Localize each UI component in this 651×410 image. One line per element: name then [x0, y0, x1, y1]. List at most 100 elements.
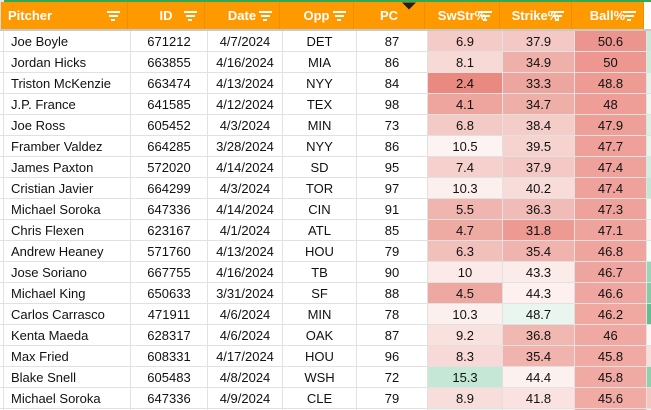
cell-swstr[interactable]: 15.3	[428, 367, 503, 388]
cell-ball[interactable]: 47.1	[575, 220, 647, 241]
cell-swstr[interactable]: 8.1	[428, 52, 503, 73]
cell-id[interactable]: 605483	[131, 367, 208, 388]
cell-pc[interactable]: 90	[357, 262, 428, 283]
filter-lines-icon[interactable]	[332, 10, 346, 21]
cell-pitcher[interactable]: Michael Soroka	[4, 199, 131, 220]
cell-pitcher[interactable]: J.P. France	[4, 94, 131, 115]
cell-id[interactable]: 647336	[131, 388, 208, 409]
cell-opp[interactable]: SD	[283, 157, 357, 178]
cell-swstr[interactable]: 8.9	[428, 388, 503, 409]
cell-opp[interactable]: MIA	[283, 52, 357, 73]
cell-id[interactable]: 605452	[131, 115, 208, 136]
cell-pitcher[interactable]: Carlos Carrasco	[4, 304, 131, 325]
cell-date[interactable]: 4/12/2024	[208, 94, 283, 115]
cell-pc[interactable]: 98	[357, 94, 428, 115]
cell-opp[interactable]: CIN	[283, 199, 357, 220]
cell-strike[interactable]: 34.9	[503, 52, 575, 73]
cell-swstr[interactable]: 6.8	[428, 115, 503, 136]
cell-swstr[interactable]: 5.5	[428, 199, 503, 220]
cell-pc[interactable]: 85	[357, 220, 428, 241]
cell-strike[interactable]: 34.7	[503, 94, 575, 115]
cell-ball[interactable]: 47.4	[575, 157, 647, 178]
cell-swstr[interactable]: 8.3	[428, 346, 503, 367]
cell-id[interactable]: 628317	[131, 325, 208, 346]
cell-pitcher[interactable]: Jose Soriano	[4, 262, 131, 283]
cell-ball[interactable]: 47.9	[575, 115, 647, 136]
cell-ball[interactable]: 45.6	[575, 388, 647, 409]
cell-swstr[interactable]: 10.5	[428, 136, 503, 157]
cell-ball[interactable]: 45.8	[575, 367, 647, 388]
cell-date[interactable]: 4/16/2024	[208, 52, 283, 73]
cell-date[interactable]: 4/16/2024	[208, 262, 283, 283]
cell-pitcher[interactable]: Michael Soroka	[4, 388, 131, 409]
cell-opp[interactable]: SF	[283, 283, 357, 304]
cell-ball[interactable]: 47.4	[575, 178, 647, 199]
cell-strike[interactable]: 37.9	[503, 31, 575, 52]
filter-lines-icon[interactable]	[550, 10, 564, 21]
cell-swstr[interactable]: 10.3	[428, 178, 503, 199]
cell-date[interactable]: 4/1/2024	[208, 220, 283, 241]
cell-date[interactable]: 4/6/2024	[208, 304, 283, 325]
column-header-pc[interactable]: PC	[354, 2, 425, 29]
filter-lines-icon[interactable]	[106, 10, 120, 21]
cell-date[interactable]: 4/14/2024	[208, 199, 283, 220]
cell-pc[interactable]: 73	[357, 115, 428, 136]
cell-strike[interactable]: 36.3	[503, 199, 575, 220]
cell-strike[interactable]: 35.4	[503, 241, 575, 262]
cell-ball[interactable]: 50.6	[575, 31, 647, 52]
cell-pc[interactable]: 88	[357, 283, 428, 304]
cell-swstr[interactable]: 2.4	[428, 73, 503, 94]
cell-swstr[interactable]: 10	[428, 262, 503, 283]
cell-ball[interactable]: 48	[575, 94, 647, 115]
cell-pc[interactable]: 86	[357, 52, 428, 73]
cell-opp[interactable]: TEX	[283, 94, 357, 115]
cell-pc[interactable]: 78	[357, 304, 428, 325]
cell-strike[interactable]: 48.7	[503, 304, 575, 325]
cell-swstr[interactable]: 4.5	[428, 283, 503, 304]
cell-ball[interactable]: 50	[575, 52, 647, 73]
cell-date[interactable]: 4/14/2024	[208, 157, 283, 178]
cell-strike[interactable]: 38.4	[503, 115, 575, 136]
column-header-ball[interactable]: Ball%	[572, 2, 644, 29]
cell-ball[interactable]: 46.2	[575, 304, 647, 325]
cell-date[interactable]: 4/13/2024	[208, 73, 283, 94]
cell-ball[interactable]: 47.7	[575, 136, 647, 157]
cell-date[interactable]: 4/3/2024	[208, 178, 283, 199]
cell-pitcher[interactable]: Triston McKenzie	[4, 73, 131, 94]
cell-swstr[interactable]: 4.7	[428, 220, 503, 241]
cell-strike[interactable]: 33.3	[503, 73, 575, 94]
cell-strike[interactable]: 37.9	[503, 157, 575, 178]
cell-id[interactable]: 663855	[131, 52, 208, 73]
cell-date[interactable]: 4/6/2024	[208, 325, 283, 346]
cell-pitcher[interactable]: Joe Ross	[4, 115, 131, 136]
cell-strike[interactable]: 35.4	[503, 346, 575, 367]
cell-opp[interactable]: TOR	[283, 178, 357, 199]
cell-ball[interactable]: 46.7	[575, 262, 647, 283]
cell-strike[interactable]: 44.3	[503, 283, 575, 304]
cell-pc[interactable]: 79	[357, 241, 428, 262]
column-header-pitcher[interactable]: Pitcher	[1, 2, 128, 29]
cell-pitcher[interactable]: Cristian Javier	[4, 178, 131, 199]
cell-swstr[interactable]: 9.2	[428, 325, 503, 346]
cell-opp[interactable]: WSH	[283, 367, 357, 388]
cell-id[interactable]: 650633	[131, 283, 208, 304]
cell-swstr[interactable]: 4.1	[428, 94, 503, 115]
cell-date[interactable]: 3/31/2024	[208, 283, 283, 304]
column-header-id[interactable]: ID	[128, 2, 205, 29]
cell-pitcher[interactable]: Michael King	[4, 283, 131, 304]
cell-id[interactable]: 623167	[131, 220, 208, 241]
cell-pc[interactable]: 95	[357, 157, 428, 178]
cell-opp[interactable]: HOU	[283, 346, 357, 367]
cell-strike[interactable]: 36.8	[503, 325, 575, 346]
column-header-swstr[interactable]: SwStr%	[425, 2, 500, 29]
cell-pitcher[interactable]: Framber Valdez	[4, 136, 131, 157]
cell-pc[interactable]: 72	[357, 367, 428, 388]
cell-strike[interactable]: 39.5	[503, 136, 575, 157]
cell-opp[interactable]: OAK	[283, 325, 357, 346]
cell-swstr[interactable]: 7.4	[428, 157, 503, 178]
cell-opp[interactable]: MIN	[283, 115, 357, 136]
cell-ball[interactable]: 45.8	[575, 346, 647, 367]
cell-pc[interactable]: 97	[357, 178, 428, 199]
cell-pitcher[interactable]: Joe Boyle	[4, 31, 131, 52]
cell-id[interactable]: 641585	[131, 94, 208, 115]
